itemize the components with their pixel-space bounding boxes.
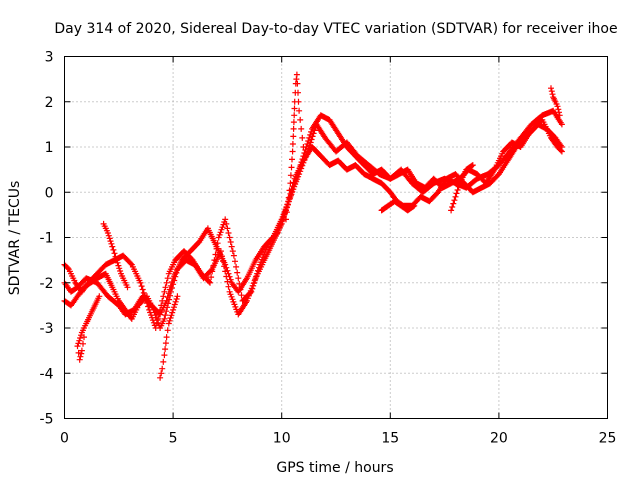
series-track-j <box>548 85 563 119</box>
x-axis-label: GPS time / hours <box>276 460 393 476</box>
x-tick-label: 0 <box>60 431 69 447</box>
x-tick-label: 15 <box>381 431 399 447</box>
axis-ticks <box>64 56 608 419</box>
series-markers <box>74 293 103 363</box>
y-axis-label: SDTVAR / TECUs <box>7 181 23 296</box>
y-tick-label: 3 <box>45 50 54 66</box>
chart-title: Day 314 of 2020, Sidereal Day-to-day VTE… <box>54 21 617 37</box>
y-tick-label: 1 <box>45 140 54 156</box>
series-markers <box>100 220 131 291</box>
series-track-g <box>283 71 307 223</box>
series-track-f <box>157 293 181 381</box>
series-track-h <box>378 198 418 214</box>
series-track-d <box>74 293 103 363</box>
y-tick-label: -5 <box>40 412 54 428</box>
y-tick-label: 0 <box>45 185 54 201</box>
series-markers <box>548 85 563 119</box>
series-markers <box>378 198 418 214</box>
series-markers <box>157 293 181 381</box>
series-track-e <box>100 220 131 291</box>
x-tick-label: 10 <box>273 431 291 447</box>
y-tick-label: -3 <box>40 321 54 337</box>
x-tick-label: 20 <box>490 431 508 447</box>
y-tick-label: -2 <box>40 276 54 292</box>
y-tick-label: 2 <box>45 95 54 111</box>
x-tick-label: 25 <box>599 431 617 447</box>
x-axis-tick-labels: 0 5 10 15 20 25 <box>60 431 616 447</box>
series-markers <box>448 162 476 214</box>
series-track-i <box>448 162 476 214</box>
y-axis-tick-labels: -5 -4 -3 -2 -1 0 1 2 3 <box>40 50 54 428</box>
y-tick-label: -4 <box>40 366 54 382</box>
y-tick-label: -1 <box>40 231 54 247</box>
x-tick-label: 5 <box>169 431 178 447</box>
series-markers <box>283 71 307 223</box>
